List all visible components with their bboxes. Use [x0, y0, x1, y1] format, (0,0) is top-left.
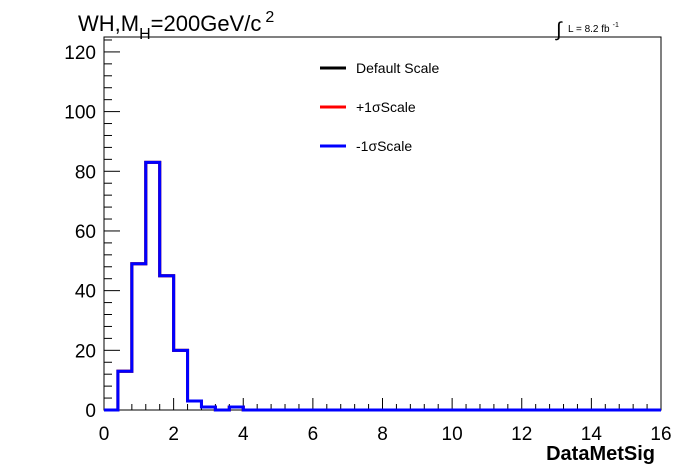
title-subscript: H [139, 26, 151, 43]
x-tick-label: 0 [99, 424, 110, 445]
x-axis-label: DataMetSig [546, 443, 655, 465]
legend-label: Default Scale [356, 60, 439, 76]
title-base: WH,M [78, 11, 139, 36]
title-mid: =200GeV/c [151, 11, 262, 36]
x-tick-label: 2 [168, 424, 179, 445]
series-layer [104, 160, 661, 412]
y-tick-label: 60 [75, 222, 96, 243]
title-superscript: 2 [265, 9, 274, 26]
legend: Default Scale +1σScale -1σScale [320, 60, 439, 154]
y-tick-label: 120 [64, 43, 96, 64]
luminosity-label: ∫ L = 8.2 fb -1 [555, 19, 619, 41]
x-tick-label: 12 [511, 424, 532, 445]
svg-text:L = 8.2 fb-1: L = 8.2 fb -1 [568, 22, 619, 35]
x-tick-label: 10 [442, 424, 463, 445]
x-tick-label: 14 [581, 424, 603, 445]
y-tick-label: 80 [75, 162, 96, 183]
y-tick-label: 0 [85, 401, 96, 422]
y-tick-label: 20 [75, 341, 96, 362]
title: WH,MH=200GeV/c 2 [78, 9, 274, 43]
svg-text:WH,MH=200GeV/c2: WH,MH=200GeV/c 2 [78, 9, 274, 43]
x-tick-label: 6 [308, 424, 319, 445]
luminosity-superscript: -1 [613, 22, 619, 29]
integral-symbol: ∫ [555, 19, 563, 41]
x-tick-label: 4 [238, 424, 249, 445]
x-tick-label: 8 [377, 424, 388, 445]
axes: 0 2 4 6 8 10 12 14 16 0 20 40 60 80 100 120 [64, 39, 672, 445]
series-line-2 [104, 160, 661, 412]
luminosity-text: L = 8.2 fb [568, 24, 610, 35]
y-tick-label: 100 [64, 103, 96, 124]
legend-label: +1σScale [356, 99, 416, 115]
legend-label: -1σScale [356, 138, 412, 154]
y-tick-label: 40 [75, 282, 96, 303]
x-tick-label: 16 [650, 424, 671, 445]
